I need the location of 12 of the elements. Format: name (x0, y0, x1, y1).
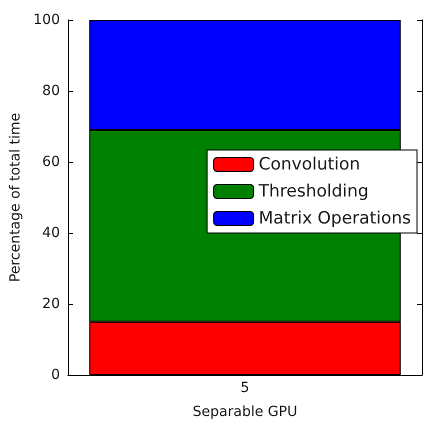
y-tick-label: 100 (33, 12, 60, 28)
y-tick-label: 40 (42, 225, 60, 241)
legend-label: Convolution (258, 154, 360, 174)
y-tick-label: 60 (42, 154, 60, 170)
y-tick-label: 80 (42, 83, 60, 99)
y-tick-label: 20 (42, 296, 60, 312)
legend-label: Matrix Operations (258, 208, 412, 228)
x-tick-label: 5 (240, 380, 250, 396)
legend-label: Thresholding (258, 182, 369, 202)
x-axis-title: Separable GPU (192, 404, 298, 420)
y-tick-label: 0 (51, 367, 60, 383)
y-axis-title: Percentage of total time (7, 112, 24, 282)
